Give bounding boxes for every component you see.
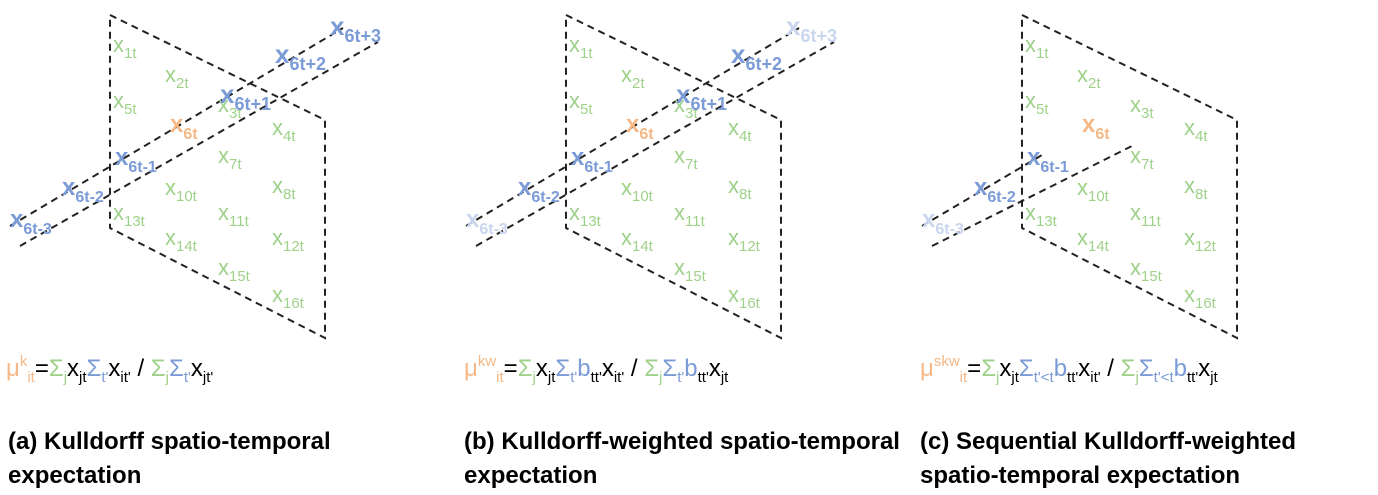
cell-label: x12t bbox=[272, 225, 305, 255]
cell-label: x3t bbox=[218, 92, 242, 122]
weight-b: b bbox=[1173, 355, 1187, 382]
timeline-label: x6t+1 bbox=[220, 79, 271, 114]
mu-symbol: μskwit bbox=[920, 353, 968, 386]
cell-label: x8t bbox=[1184, 173, 1208, 203]
cell-label: x11t bbox=[674, 200, 706, 230]
panel-c: x1t x2t x3t x4t x5t x7t x8t x10t x11t x12t x13t x14… bbox=[921, 13, 1238, 340]
time-axis-upper bbox=[465, 27, 800, 227]
timeline-label: x6t-2 bbox=[974, 174, 1016, 206]
cell-label: x12t bbox=[728, 225, 761, 255]
sum-spatial: Σj bbox=[517, 355, 536, 386]
cell-label: x7t bbox=[1130, 143, 1154, 173]
cell-label: x7t bbox=[674, 143, 698, 173]
target-label: x6t bbox=[1082, 111, 1110, 143]
cell-label: x4t bbox=[728, 115, 752, 145]
cell-label: x14t bbox=[165, 225, 198, 255]
timeline-label: x6t-2 bbox=[518, 174, 560, 206]
cell-label: x2t bbox=[165, 62, 189, 92]
target-label: x6t bbox=[170, 111, 198, 143]
weight-b: b bbox=[684, 355, 698, 382]
caption-c: (c) Sequential Kulldorff-weighted spatio… bbox=[920, 428, 1296, 489]
sum-spatial: Σj bbox=[48, 355, 68, 386]
cell-label: x13t bbox=[1025, 200, 1058, 230]
cell-label: x4t bbox=[1184, 115, 1208, 145]
cell-label: x5t bbox=[113, 88, 137, 118]
target-label: x6t bbox=[626, 111, 654, 143]
sum-spatial: Σj bbox=[644, 355, 663, 386]
cell-label: x13t bbox=[113, 200, 146, 230]
sum-time: Σt' bbox=[86, 355, 109, 386]
cell-label: x16t bbox=[272, 282, 305, 312]
timeline-label: x6t-1 bbox=[1027, 144, 1069, 176]
timeline-label: x6t+2 bbox=[731, 39, 782, 74]
time-axis-lower bbox=[931, 144, 1135, 247]
sum-time: Σt' bbox=[555, 355, 578, 386]
timeline-label: x6t-2 bbox=[62, 174, 104, 206]
sum-time: Σt'<t bbox=[1138, 355, 1174, 386]
diagram-canvas: x1t x2t x3t x4t x5t x7t x8t x10t x11t x12t x13t x14… bbox=[9, 11, 1238, 340]
time-axis-lower bbox=[19, 41, 379, 247]
spatial-grid-outline bbox=[565, 13, 782, 340]
time-axis-lower bbox=[475, 41, 835, 247]
cell-label: x1t bbox=[113, 32, 137, 62]
weight-b: b bbox=[577, 355, 591, 382]
cell-label: x2t bbox=[1077, 62, 1101, 92]
formula-a: μkit=ΣjxjtΣt'xit' / ΣjΣt'xjt' bbox=[6, 353, 214, 386]
timeline-label: x6t-1 bbox=[115, 144, 157, 176]
cell-label: x14t bbox=[621, 225, 654, 255]
timeline-label: x6t+3 bbox=[330, 11, 381, 46]
spatial-grid-outline bbox=[1021, 13, 1238, 340]
cell-label: x1t bbox=[1025, 32, 1049, 62]
timeline-label: x6t-3 bbox=[922, 206, 964, 238]
cell-label: x3t bbox=[674, 92, 698, 122]
timeline-label: x6t+3 bbox=[786, 11, 837, 46]
cell-label: x4t bbox=[272, 115, 296, 145]
timeline-label: x6t+1 bbox=[676, 79, 727, 114]
cell-label: x2t bbox=[621, 62, 645, 92]
cell-label: x3t bbox=[1130, 92, 1154, 122]
cell-label: x10t bbox=[621, 175, 654, 205]
cell-label: x14t bbox=[1077, 225, 1110, 255]
formula-b: μkwit=ΣjxjtΣt'btt'xit' / ΣjΣt'btt'xjt bbox=[464, 353, 729, 386]
cell-label: x16t bbox=[1184, 282, 1217, 312]
cell-label: x15t bbox=[1130, 255, 1163, 285]
cell-label: x10t bbox=[1077, 175, 1110, 205]
panel-a: x1t x2t x3t x4t x5t x7t x8t x10t x11t x12t x13t x14… bbox=[9, 11, 381, 340]
spatial-grid-outline bbox=[109, 13, 326, 340]
cell-label: x5t bbox=[1025, 88, 1049, 118]
mu-symbol: μkit bbox=[6, 353, 35, 386]
timeline-label: x6t+2 bbox=[275, 39, 326, 74]
cell-label: x15t bbox=[218, 255, 251, 285]
cell-label: x11t bbox=[218, 200, 250, 230]
sum-spatial: Σj bbox=[981, 355, 1000, 386]
sum-spatial: Σj bbox=[150, 355, 169, 386]
cell-label: x5t bbox=[569, 88, 593, 118]
cell-label: x10t bbox=[165, 175, 198, 205]
cell-label: x11t bbox=[1130, 200, 1162, 230]
cell-label: x7t bbox=[218, 143, 242, 173]
cell-label: x13t bbox=[569, 200, 602, 230]
weight-b: b bbox=[1053, 355, 1068, 382]
cell-label: x12t bbox=[1184, 225, 1217, 255]
cell-label: x15t bbox=[674, 255, 707, 285]
timeline-label: x6t-1 bbox=[571, 144, 613, 176]
panel-b: x1t x2t x3t x4t x5t x7t x8t x10t x11t x12t x13t x14… bbox=[465, 11, 837, 340]
sum-time: Σt' bbox=[662, 355, 685, 386]
sum-spatial: Σj bbox=[1120, 355, 1139, 386]
timeline-label: x6t-3 bbox=[466, 206, 508, 238]
cell-label: x1t bbox=[569, 32, 593, 62]
time-axis-upper bbox=[9, 27, 344, 227]
cell-label: x16t bbox=[728, 282, 761, 312]
caption-b: (b) Kulldorff-weighted spatio-temporal e… bbox=[464, 428, 900, 489]
timeline-label: x6t-3 bbox=[10, 206, 52, 238]
sum-time: Σt' bbox=[168, 355, 191, 386]
caption-a: (a) Kulldorff spatio-temporal expectatio… bbox=[8, 428, 331, 489]
cell-label: x8t bbox=[728, 173, 752, 203]
formula-c: μskwit=ΣjxjtΣt'<tbtt'xit' / ΣjΣt'<tbtt'x… bbox=[920, 353, 1218, 386]
cell-label: x8t bbox=[272, 173, 296, 203]
sum-time: Σt'<t bbox=[1018, 355, 1054, 386]
mu-symbol: μkwit bbox=[464, 353, 504, 386]
